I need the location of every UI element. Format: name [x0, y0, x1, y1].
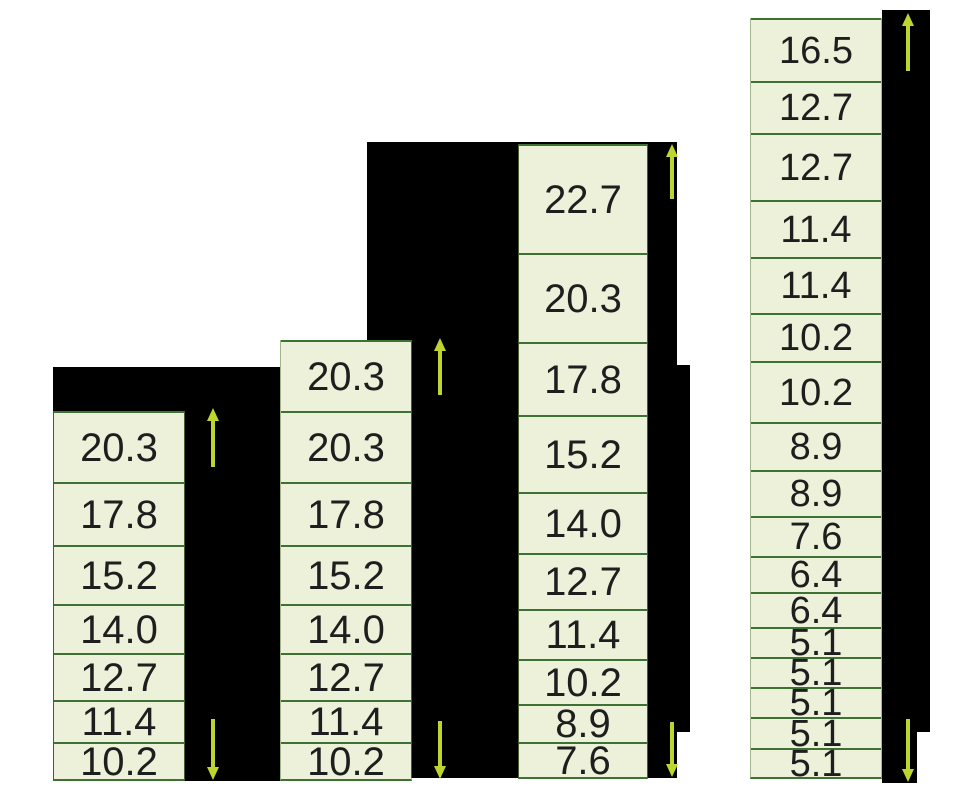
stack-cell: 11.4 [751, 200, 881, 257]
stack-cell: 14.0 [519, 492, 647, 553]
stack-cell: 20.3 [54, 411, 184, 482]
stack-cell: 10.2 [751, 313, 881, 361]
stack-cell: 5.1 [751, 715, 881, 753]
stack-cell: 17.8 [519, 342, 647, 415]
stack-cell: 5.1 [751, 745, 881, 783]
stack-cell: 12.7 [281, 653, 411, 700]
stack-cell: 22.7 [519, 144, 647, 253]
stack-cell: 14.0 [281, 604, 411, 653]
stack-column-1: 20.3 17.8 15.2 14.0 12.7 11.4 10.2 [53, 411, 185, 782]
stack-cell: 11.4 [751, 257, 881, 313]
stack-cell: 5.1 [751, 684, 881, 722]
stack-cell: 11.4 [519, 609, 647, 659]
stack-cell: 8.9 [751, 470, 881, 516]
stack-cell: 5.1 [751, 654, 881, 692]
stack-cell: 17.8 [281, 482, 411, 545]
stack-column-3: 22.7 20.3 17.8 15.2 14.0 12.7 11.4 10.2 8.9 7.6 [518, 144, 648, 781]
stack-cell: 12.7 [751, 81, 881, 133]
background-block [882, 10, 930, 732]
down-arrow-icon [433, 721, 447, 779]
up-arrow-icon [901, 13, 915, 71]
stack-cell: 8.9 [751, 422, 881, 470]
stack-cell: 16.5 [751, 18, 881, 81]
stack-cell: 10.2 [54, 742, 184, 782]
up-arrow-icon [433, 338, 447, 395]
stack-cell: 20.3 [281, 411, 411, 482]
stack-cell: 17.8 [54, 482, 184, 545]
up-arrow-icon [206, 408, 220, 467]
stack-cell: 12.7 [751, 133, 881, 200]
stack-cell: 12.7 [54, 653, 184, 700]
stack-cell: 20.3 [519, 253, 647, 342]
stack-cell: 6.4 [751, 556, 881, 594]
stack-cell: 7.6 [519, 741, 647, 781]
stack-cell: 5.1 [751, 624, 881, 662]
stack-cell: 15.2 [519, 415, 647, 492]
down-arrow-icon [901, 719, 915, 782]
stack-cell: 11.4 [281, 700, 411, 742]
stack-cell: 10.2 [751, 361, 881, 422]
stack-cell: 14.0 [54, 604, 184, 653]
stack-cell: 15.2 [54, 545, 184, 604]
stack-column-4: 16.5 12.7 12.7 11.4 11.4 10.2 10.2 8.9 8.9 7.6 6.4… [750, 18, 882, 783]
stack-cell: 7.6 [751, 516, 881, 556]
stack-cell: 10.2 [519, 659, 647, 704]
stack-cell: 10.2 [281, 742, 411, 782]
stack-cell: 20.3 [281, 340, 411, 411]
down-arrow-icon [665, 722, 679, 777]
down-arrow-icon [206, 719, 220, 780]
stack-column-2: 20.3 20.3 17.8 15.2 14.0 12.7 11.4 10.2 [280, 340, 412, 782]
stack-cell: 12.7 [519, 553, 647, 609]
up-arrow-icon [665, 144, 679, 199]
stack-cell: 8.9 [519, 704, 647, 744]
stack-cell: 6.4 [751, 592, 881, 630]
stack-cell: 11.4 [54, 700, 184, 742]
stack-cell: 15.2 [281, 545, 411, 604]
background-block [648, 365, 690, 732]
